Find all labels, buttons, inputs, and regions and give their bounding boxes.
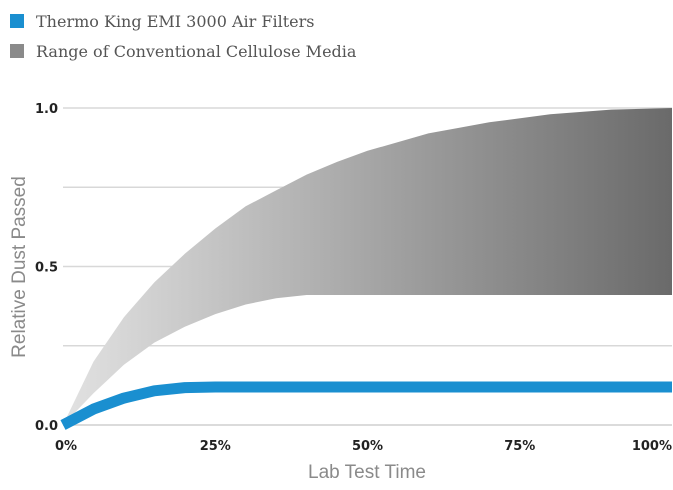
legend-swatch-emi — [10, 14, 24, 28]
band-layer — [63, 108, 672, 425]
line-layer — [60, 381, 672, 430]
legend: Thermo King EMI 3000 Air Filters Range o… — [10, 6, 356, 66]
series-band-cellulose — [63, 108, 672, 425]
legend-item-emi: Thermo King EMI 3000 Air Filters — [10, 6, 356, 36]
y-axis-title: Relative Dust Passed — [9, 176, 30, 358]
x-tick-label: 0% — [55, 439, 77, 454]
tick-layer: 0% 25% 50% 75% 100% 0.0 0.5 1.0 — [35, 102, 672, 454]
x-tick-label: 75% — [504, 439, 535, 454]
x-tick-label: 100% — [632, 439, 672, 454]
legend-label-emi: Thermo King EMI 3000 Air Filters — [36, 11, 315, 31]
legend-label-cellulose: Range of Conventional Cellulose Media — [36, 41, 357, 61]
legend-item-cellulose: Range of Conventional Cellulose Media — [10, 36, 356, 66]
y-tick-label: 0.5 — [35, 261, 58, 276]
x-axis-title: Lab Test Time — [308, 462, 426, 483]
y-tick-label: 0.0 — [35, 419, 58, 434]
x-tick-label: 50% — [352, 439, 383, 454]
legend-swatch-cellulose — [10, 44, 24, 58]
y-tick-label: 1.0 — [35, 102, 58, 117]
series-line-emi — [60, 381, 672, 430]
x-tick-label: 25% — [200, 439, 231, 454]
